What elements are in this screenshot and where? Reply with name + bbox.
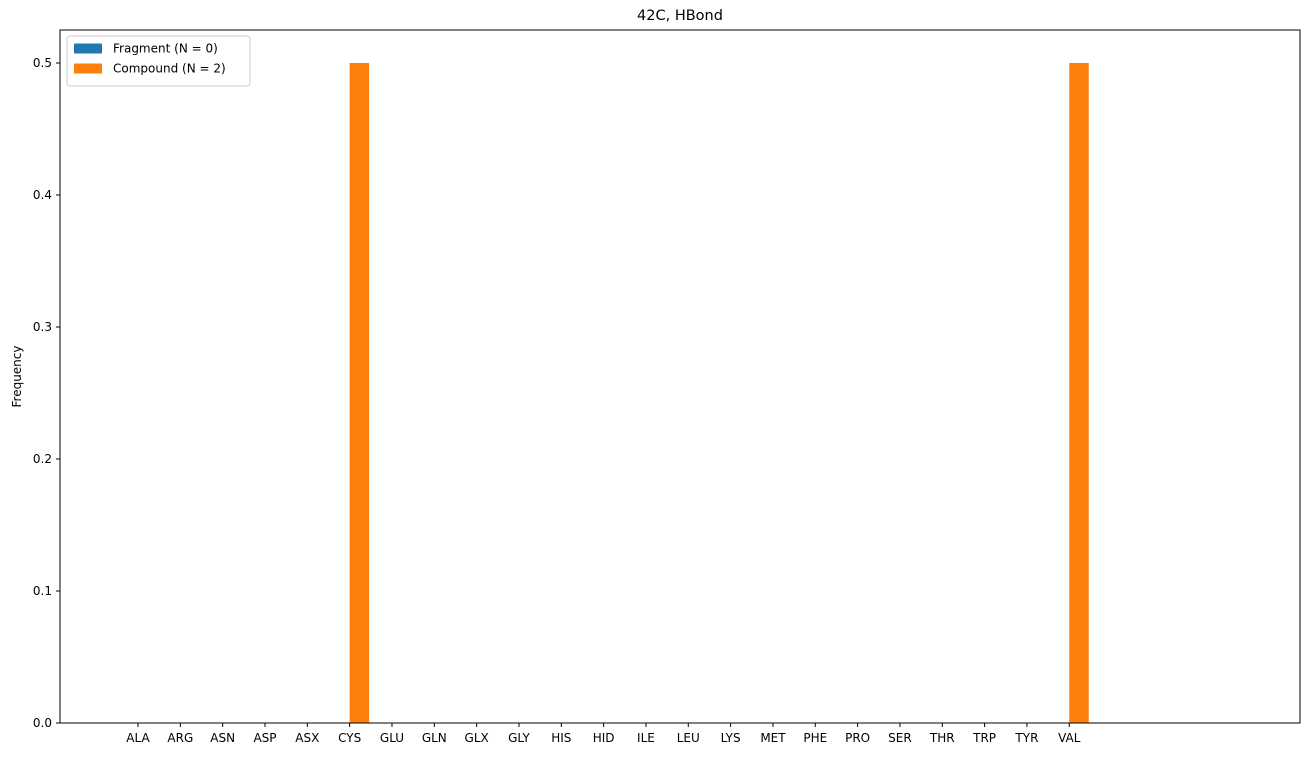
x-tick-label-phe: PHE [803,731,827,745]
x-tick-label-pro: PRO [845,731,870,745]
y-tick-label: 0.0 [33,716,52,730]
x-tick-label-asx: ASX [295,731,319,745]
plot-frame [59,29,1301,724]
x-tick-label-cys: CYS [338,731,361,745]
x-tick-label-glu: GLU [380,731,404,745]
legend-swatch-fragment [74,43,102,54]
y-tick-label: 0.4 [33,188,52,202]
x-tick-label-gln: GLN [422,731,447,745]
x-tick-label-his: HIS [551,731,571,745]
x-tick-label-asn: ASN [210,731,235,745]
x-tick-label-hid: HID [593,731,615,745]
bar-compound-cys [349,63,370,723]
x-tick-label-trp: TRP [972,731,996,745]
legend-box [66,35,251,87]
x-tick-label-leu: LEU [677,731,700,745]
x-tick-label-val: VAL [1058,731,1081,745]
bars-group [349,63,1089,723]
y-tick-label: 0.3 [33,320,52,334]
x-tick-label-gly: GLY [508,731,530,745]
legend-swatch-compound [74,63,102,74]
y-tick-label: 0.5 [33,56,52,70]
y-tick-label: 0.2 [33,452,52,466]
y-axis-label: Frequency [10,346,24,408]
y-tick-label: 0.1 [33,584,52,598]
x-tick-label-ile: ILE [637,731,655,745]
x-tick-label-thr: THR [929,731,955,745]
x-axis-ticks: ALA ARG ASN ASP ASX CYS GLU GLN GLX GLY HIS HID ILE L… [126,723,1081,745]
x-tick-label-ala: ALA [126,731,150,745]
x-tick-label-arg: ARG [167,731,193,745]
bar-compound-val [1069,63,1089,723]
x-tick-label-ser: SER [888,731,912,745]
x-tick-label-asp: ASP [253,731,276,745]
y-axis-ticks: 0.0 0.1 0.2 0.3 0.4 0.5 [33,56,60,730]
chart-title: 42C, HBond [637,8,723,24]
legend-label-compound: Compound (N = 2) [113,62,226,76]
x-tick-label-glx: GLX [465,731,489,745]
x-tick-label-met: MET [760,731,786,745]
legend-label-fragment: Fragment (N = 0) [113,42,218,56]
legend: Fragment (N = 0) Compound (N = 2) [66,35,251,87]
x-tick-label-lys: LYS [721,731,741,745]
x-tick-label-tyr: TYR [1014,731,1038,745]
